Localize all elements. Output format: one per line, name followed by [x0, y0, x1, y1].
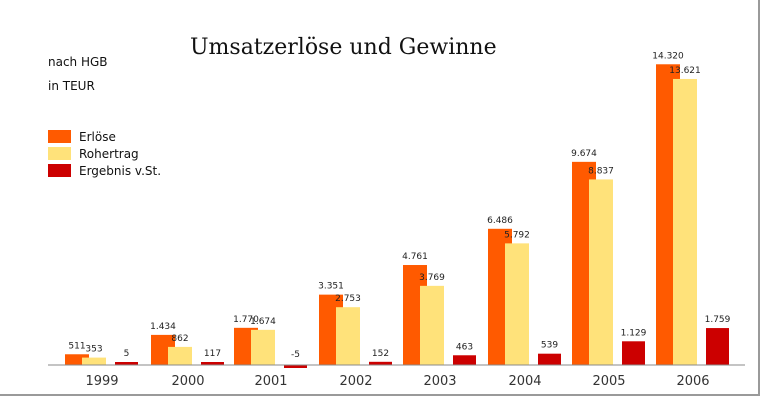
bar-0-0: [65, 354, 89, 365]
bar-2-6: [622, 341, 645, 365]
bar-2-3: [369, 361, 392, 365]
bar-2-1: [201, 362, 224, 365]
bar-2-4: [453, 355, 476, 365]
legend-swatch-2: [48, 164, 71, 177]
x-tick-label-4: 2003: [423, 374, 456, 389]
bar-1-0: [82, 357, 106, 365]
value-label-1-0: 353: [85, 345, 102, 355]
subtitle-line-1: nach HGB: [48, 55, 108, 69]
value-label-2-7: 1.759: [705, 315, 731, 325]
chart-frame: Umsatzerlöse und Gewinne nach HGB in TEU…: [0, 0, 760, 396]
value-label-1-2: 1.674: [250, 317, 276, 327]
x-tick-label-3: 2002: [339, 374, 372, 389]
value-label-0-1: 1.434: [150, 322, 176, 332]
value-label-2-6: 1.129: [621, 328, 647, 338]
x-tick-label-7: 2006: [676, 374, 709, 389]
value-label-2-5: 539: [541, 341, 558, 351]
bar-2-2: [284, 365, 307, 368]
value-label-1-4: 3.769: [419, 273, 445, 283]
x-tick-label-5: 2004: [508, 374, 541, 389]
legend: Erlöse Rohertrag Ergebnis v.St.: [48, 130, 161, 178]
x-tick-label-6: 2005: [592, 374, 625, 389]
legend-label-1: Rohertrag: [79, 147, 139, 161]
bar-1-7: [673, 78, 697, 366]
x-tick-label-0: 1999: [85, 374, 118, 389]
legend-swatch-0: [48, 130, 71, 143]
bar-2-0: [115, 362, 138, 365]
bar-1-4: [420, 285, 444, 365]
value-label-1-5: 5.792: [504, 230, 530, 240]
chart-title: Umsatzerlöse und Gewinne: [190, 35, 497, 60]
value-label-1-6: 8.837: [588, 166, 614, 176]
value-label-2-3: 152: [372, 349, 389, 359]
bar-1-5: [505, 243, 529, 365]
value-label-2-0: 5: [124, 349, 130, 359]
value-label-0-6: 9.674: [571, 149, 597, 159]
value-label-2-4: 463: [456, 342, 473, 352]
bar-2-5: [538, 353, 561, 365]
bar-1-2: [251, 329, 275, 365]
x-tick-label-2: 2001: [254, 374, 287, 389]
value-label-0-3: 3.351: [318, 282, 344, 292]
bar-1-6: [589, 179, 613, 365]
value-label-2-1: 117: [204, 349, 221, 359]
x-tick-label-1: 2000: [171, 374, 204, 389]
value-label-1-1: 862: [171, 334, 188, 344]
value-label-0-0: 511: [68, 341, 85, 351]
plot-area: 511 1.434 1.770 3.351 4.761 6.486 9.674 14.320 3…: [48, 51, 745, 389]
value-label-1-7: 13.621: [669, 66, 701, 76]
legend-swatch-1: [48, 147, 71, 160]
value-label-0-7: 14.320: [652, 51, 684, 61]
value-label-0-2: 1.770: [233, 315, 259, 325]
value-label-1-3: 2.753: [335, 294, 361, 304]
legend-label-2: Ergebnis v.St.: [79, 164, 161, 178]
value-label-0-4: 4.761: [402, 252, 428, 262]
value-label-2-2: -5: [291, 350, 300, 360]
value-label-0-5: 6.486: [487, 216, 513, 226]
bar-1-3: [336, 307, 360, 365]
bar-1-1: [168, 346, 192, 365]
subtitle-line-2: in TEUR: [48, 79, 95, 93]
bar-2-7: [706, 328, 729, 365]
legend-label-0: Erlöse: [79, 130, 116, 144]
